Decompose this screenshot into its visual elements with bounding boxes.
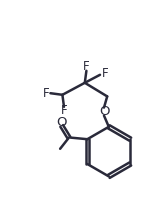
Text: F: F: [83, 60, 90, 73]
Text: F: F: [43, 87, 50, 100]
Text: F: F: [61, 104, 67, 117]
Text: F: F: [101, 67, 108, 80]
Text: O: O: [56, 116, 67, 129]
Text: O: O: [99, 105, 109, 118]
